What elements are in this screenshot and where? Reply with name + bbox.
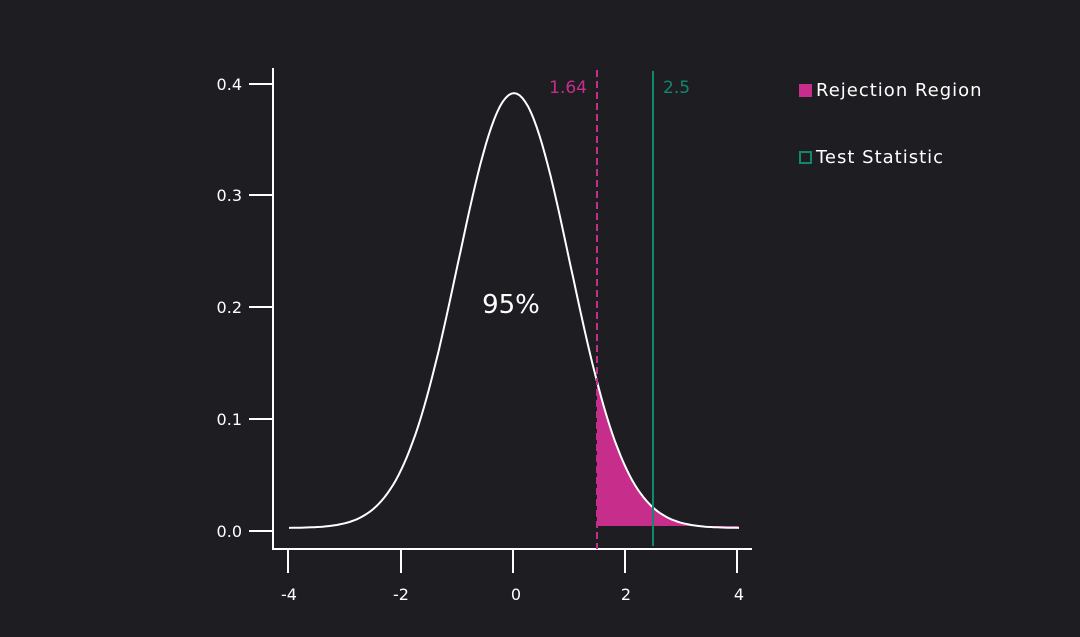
x-tick-label: 2	[621, 585, 631, 604]
legend-label: Test Statistic	[816, 147, 945, 168]
normal-curve	[288, 92, 740, 529]
x-tick-label: 0	[511, 585, 521, 604]
y-tick-label: 0.2	[217, 298, 242, 317]
y-tick-label: 0.3	[217, 186, 242, 205]
rejection-swatch-icon	[799, 84, 812, 97]
y-ticks	[249, 83, 273, 532]
x-tick-label: -4	[281, 585, 297, 604]
test-statistic-label: 2.5	[663, 78, 690, 98]
x-tick-label: 4	[734, 585, 744, 604]
legend-rejection-region: Rejection Region	[799, 80, 983, 101]
y-tick-label: 0.1	[217, 410, 242, 429]
rejection-region-area	[597, 381, 739, 528]
test-statistic-swatch-icon	[799, 151, 812, 164]
y-tick-label: 0.4	[217, 75, 242, 94]
x-tick-label: -2	[393, 585, 409, 604]
y-tick-label: 0.0	[217, 522, 242, 541]
center-percentage: 95%	[482, 290, 540, 320]
legend-label: Rejection Region	[816, 80, 983, 101]
x-ticks	[287, 549, 738, 573]
critical-value-label: 1.64	[549, 78, 587, 98]
legend-test-statistic: Test Statistic	[799, 147, 944, 168]
